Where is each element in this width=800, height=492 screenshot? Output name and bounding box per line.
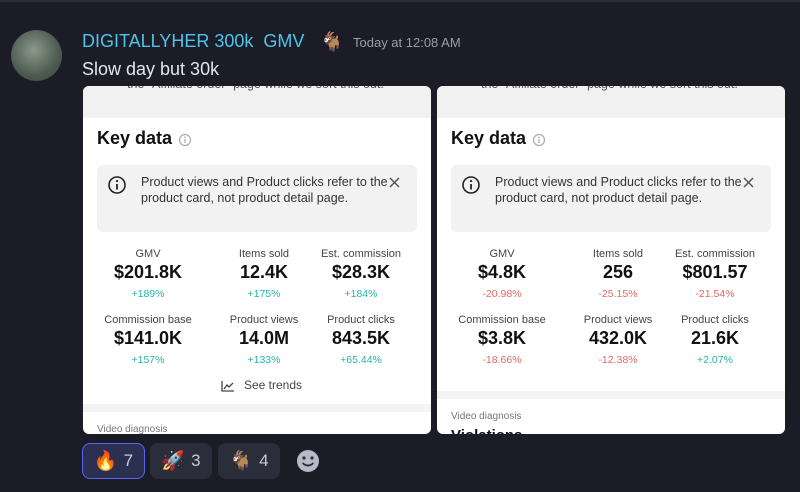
divider (0, 0, 800, 2)
metric-label: Product views (229, 314, 299, 326)
metric-label: Est. commission (320, 248, 402, 260)
section-label: Video diagnosis (451, 411, 522, 422)
reaction[interactable]: 🐐 4 (218, 443, 280, 479)
metric-label: Items sold (592, 248, 644, 260)
metric-change: +189% (131, 288, 165, 300)
reaction[interactable]: 🔥 7 (82, 443, 145, 479)
separator (437, 391, 785, 399)
metric-label: Commission base (104, 314, 192, 326)
screenshot-card[interactable]: the “Affiliate order” page while we sort… (83, 86, 431, 434)
reaction[interactable]: 🚀 3 (150, 443, 212, 479)
header-band (83, 86, 431, 118)
metric-change: -12.38% (598, 354, 638, 366)
info-icon (532, 133, 546, 147)
author[interactable]: DIGITALLYHER 300k GMV (82, 31, 305, 51)
header-band (437, 86, 785, 118)
metric-value: 12.4K (239, 262, 289, 282)
metric-value: 256 (602, 262, 634, 282)
add-reaction[interactable] (293, 446, 323, 476)
author-emoji: 🐐 (320, 32, 344, 53)
metric-value: $4.8K (477, 262, 527, 282)
metric-change: +157% (131, 354, 165, 366)
metric-change: +133% (247, 354, 281, 366)
metric-label: Items sold (238, 248, 290, 260)
metric-value: 432.0K (588, 328, 648, 348)
metric: Items sold 12.4K +175% (204, 248, 324, 300)
metric-value: $141.0K (113, 328, 183, 348)
reaction-count: 4 (259, 451, 269, 470)
metric-change: -21.54% (695, 288, 735, 300)
section-title: Key data (451, 128, 527, 148)
metric: Est. commission $801.57 -21.54% (655, 248, 775, 300)
reaction-count: 7 (123, 451, 134, 470)
metric-change: -25.15% (598, 288, 638, 300)
metric-value: $201.8K (113, 262, 183, 282)
metric-change: +65.44% (340, 354, 382, 366)
cut-text: the “Affiliate order” page while we sort… (481, 86, 751, 92)
reaction-emoji: 🐐 (229, 451, 254, 472)
metric-value: $3.8K (477, 328, 527, 348)
info-icon (178, 133, 192, 147)
close-icon (743, 177, 754, 188)
notice-text: Product views and Product clicks refer t… (495, 175, 742, 205)
metric-label: GMV (489, 248, 515, 260)
notice-text: Product views and Product clicks refer t… (141, 175, 388, 205)
metric-label: Product views (583, 314, 653, 326)
metric: GMV $4.8K -20.98% (442, 248, 562, 300)
see-trends[interactable]: See trends (243, 378, 303, 392)
reaction-emoji: 🔥 (93, 451, 118, 472)
metric: Commission base $3.8K -18.66% (442, 314, 562, 366)
trend-icon (221, 381, 234, 392)
metric: GMV $201.8K +189% (88, 248, 208, 300)
metric: Items sold 256 -25.15% (558, 248, 678, 300)
metric-change: +2.07% (697, 354, 733, 366)
metric: Product views 432.0K -12.38% (558, 314, 678, 366)
metric-value: 843.5K (331, 328, 391, 348)
metric: Product clicks 843.5K +65.44% (301, 314, 421, 366)
metric-change: -18.66% (482, 354, 522, 366)
metric-label: Commission base (458, 314, 546, 326)
cut-text: the “Affiliate order” page while we sort… (127, 86, 397, 92)
metric-label: Product clicks (327, 314, 395, 326)
separator (83, 404, 431, 412)
avatar[interactable] (11, 30, 62, 81)
screenshot-card[interactable]: the “Affiliate order” page while we sort… (437, 86, 785, 434)
notice-icon (108, 176, 126, 194)
metric-value: 21.6K (690, 328, 740, 348)
section-title: Key data (97, 128, 173, 148)
metric-value: 14.0M (238, 328, 290, 348)
metric-label: Product clicks (681, 314, 749, 326)
metric: Commission base $141.0K +157% (88, 314, 208, 366)
metric-value: $28.3K (331, 262, 391, 282)
metric: Product clicks 21.6K +2.07% (655, 314, 775, 366)
message-text: Slow day but 30k (82, 59, 220, 79)
metric-change: +175% (247, 288, 281, 300)
metric-label: Est. commission (674, 248, 756, 260)
notice-box: Product views and Product clicks refer t… (97, 165, 417, 232)
reaction-count: 3 (191, 451, 201, 470)
close-icon (389, 177, 400, 188)
metric-value: $801.57 (682, 262, 748, 282)
timestamp: Today at 12:08 AM (353, 35, 461, 50)
notice-box: Product views and Product clicks refer t… (451, 165, 771, 232)
metric-change: +184% (344, 288, 378, 300)
notice-icon (462, 176, 480, 194)
section-label: Video diagnosis (97, 424, 168, 434)
metric-label: GMV (135, 248, 161, 260)
metric: Product views 14.0M +133% (204, 314, 324, 366)
reaction-emoji: 🚀 (161, 451, 186, 472)
section-heading: Violations (451, 427, 522, 434)
metric-change: -20.98% (482, 288, 522, 300)
metric: Est. commission $28.3K +184% (301, 248, 421, 300)
